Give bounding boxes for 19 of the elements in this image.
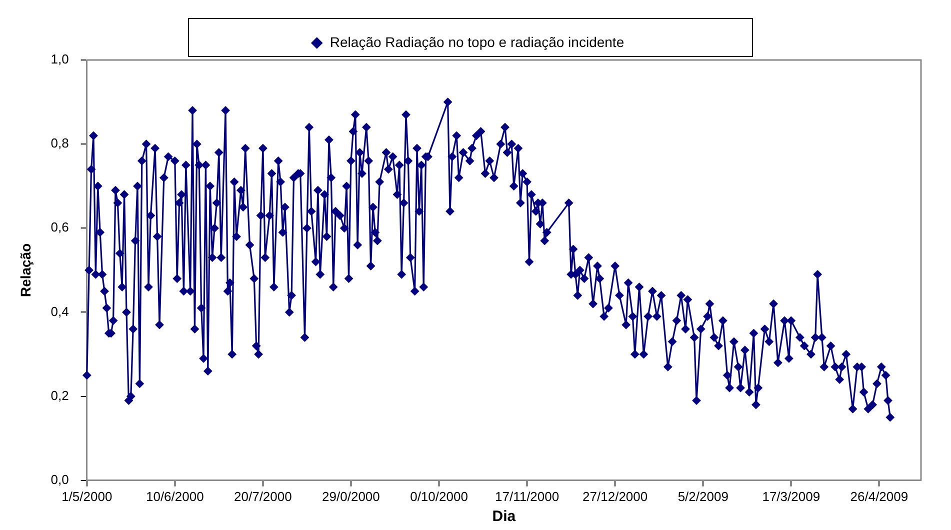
x-tick-label: 20/7/2000 <box>234 488 292 504</box>
y-tick-label: 0,6 <box>50 220 69 235</box>
legend-label: Relação Radiação no topo e radiação incidente <box>330 34 624 50</box>
x-tick-label: 1/5/2000 <box>62 488 112 504</box>
x-axis-title: Dia <box>492 508 516 526</box>
x-tick-label: 17/11/2000 <box>494 488 560 504</box>
x-tick-label: 10/6/2000 <box>146 488 204 504</box>
x-tick-label: 27/12/2000 <box>582 488 648 504</box>
y-tick-label: 0,8 <box>50 136 69 151</box>
x-tick-label: 29/0/2000 <box>322 488 380 504</box>
x-tick-label: 26/4/2009 <box>850 488 908 504</box>
x-tick-label: 5/2/2009 <box>678 488 728 504</box>
x-tick-label: 17/3/2009 <box>762 488 820 504</box>
y-tick-label: 0,0 <box>50 472 69 487</box>
y-tick-label: 0,2 <box>50 388 69 403</box>
x-tick-label: 0/10/2000 <box>410 488 468 504</box>
y-tick-label: 1,0 <box>50 52 69 67</box>
y-tick-label: 0,4 <box>50 304 69 319</box>
y-axis-title: Relação <box>17 243 34 298</box>
